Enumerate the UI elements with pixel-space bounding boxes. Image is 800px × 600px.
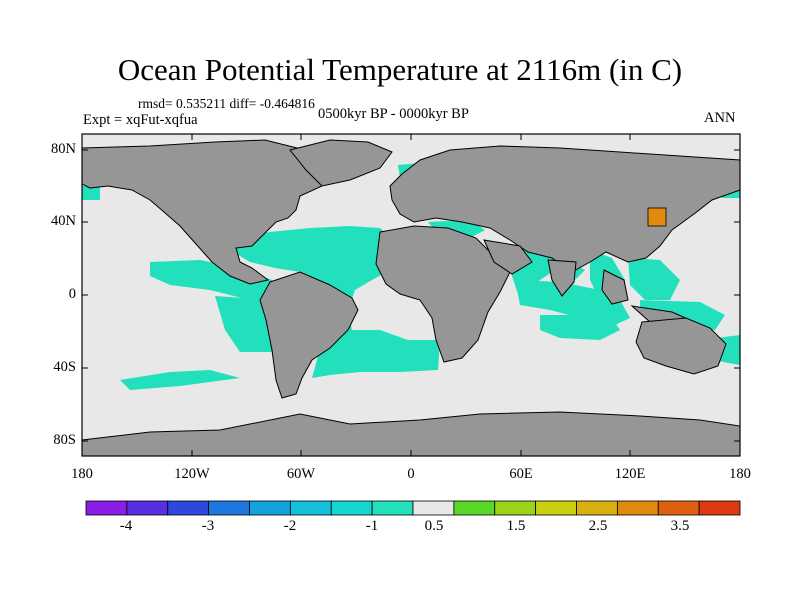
colorbar-label: 3.5 [670,518,690,534]
lon-label-0: 0 [407,466,415,482]
lat-ticks [82,149,740,442]
lat-label-40n: 40N [51,213,76,229]
lat-label-0: 0 [68,286,76,302]
colorbar-cell [126,500,169,516]
stats-line: rmsd= 0.535211 diff= -0.464816 [138,96,315,111]
colorbar-label: -2 [283,518,297,534]
colorbar-label: 2.5 [588,518,608,534]
lat-label-40s: 40S [53,359,76,375]
colorbar-cell [576,500,618,516]
colorbar-cell [330,500,373,516]
warming-region [647,207,667,227]
colorbar-cell [535,500,577,516]
colorbar-cell [698,500,741,516]
colorbar-label: -4 [119,518,133,534]
lon-label-120w: 120W [174,466,210,482]
land-masses [81,139,741,457]
colorbar-cell [494,500,537,516]
colorbar-cell [289,500,332,516]
colorbar-label: -1 [365,518,379,534]
lon-label-60w: 60W [286,466,316,482]
colorbar [85,500,741,516]
colorbar-cell [249,500,291,516]
colorbar-cell [616,500,659,516]
lon-label-120e: 120E [614,466,646,482]
colorbar-cell [167,500,210,516]
period-label: 0500kyr BP - 0000kyr BP [318,106,469,122]
colorbar-label: 0.5 [424,518,444,534]
colorbar-cell [412,500,455,516]
colorbar-label: -3 [201,518,215,534]
lon-label-180w: 180 [71,466,93,482]
colorbar-cell [371,500,414,516]
colorbar-cell [453,500,496,516]
lat-label-80n: 80N [51,141,76,157]
season-label: ANN [704,110,736,126]
colorbar-cell [85,500,128,516]
experiment-label: Expt = xqFut-xqfua [83,112,198,128]
colorbar-cell [657,500,700,516]
map-title: Ocean Potential Temperature at 2116m (in… [117,52,683,87]
colorbar-label: 1.5 [506,518,526,534]
lon-label-60e: 60E [509,466,533,482]
lon-label-180e: 180 [729,466,751,482]
lon-ticks [191,134,631,456]
colorbar-cell [208,500,250,516]
lat-label-80s: 80S [53,432,76,448]
